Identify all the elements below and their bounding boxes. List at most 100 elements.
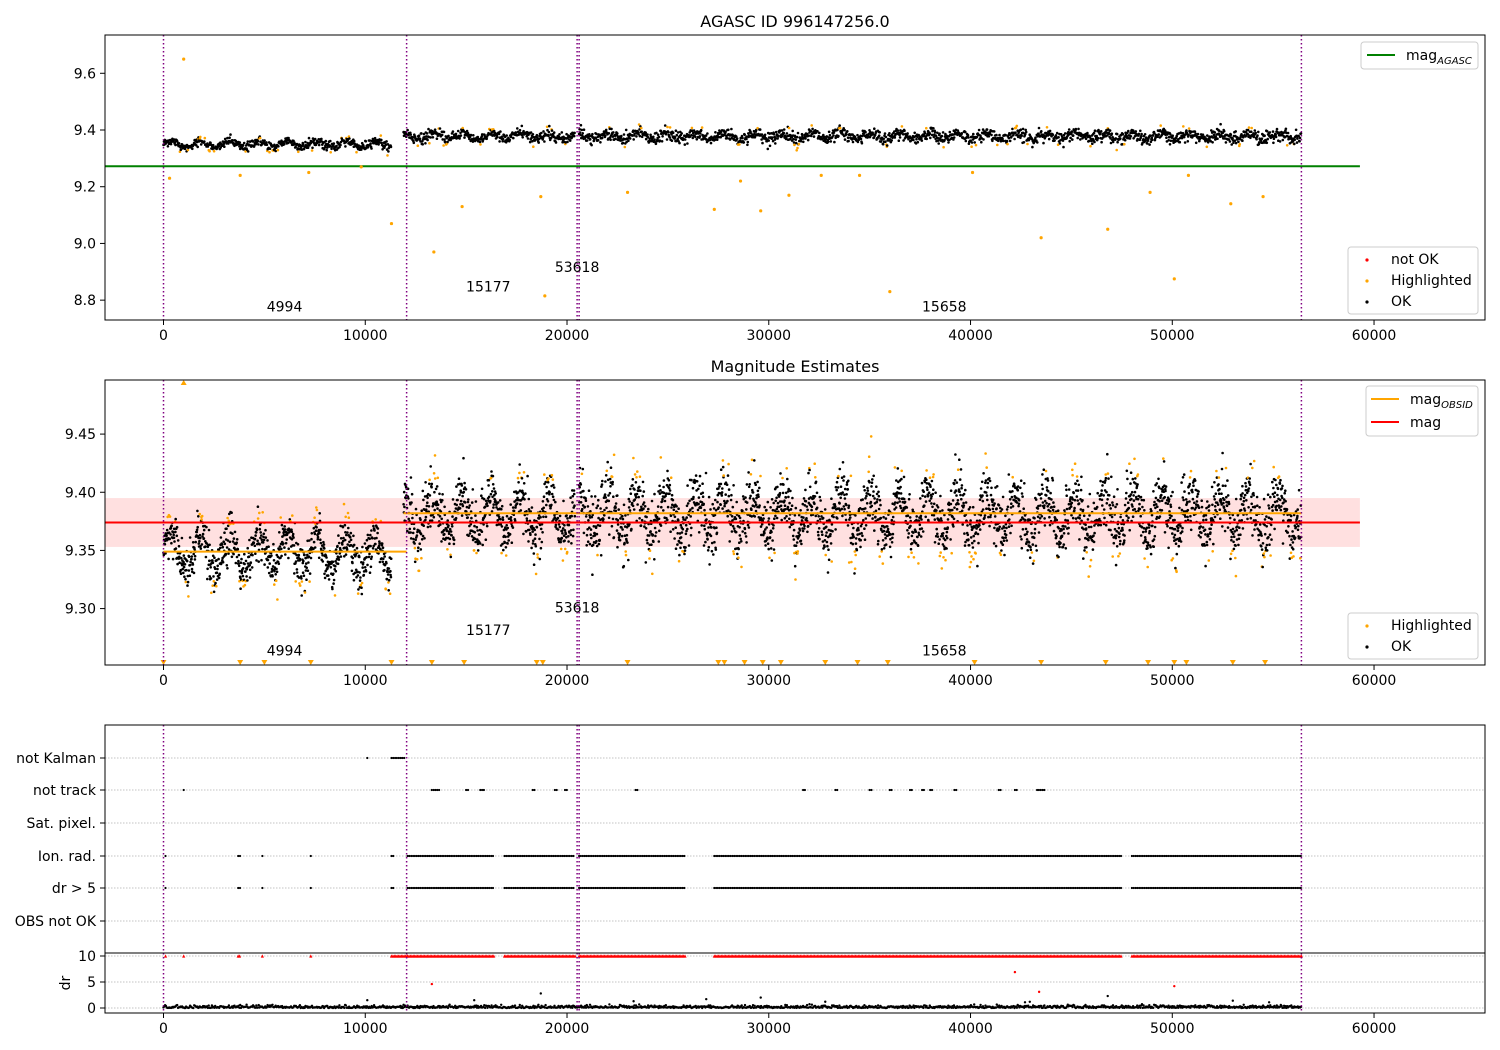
data-point: [571, 501, 574, 504]
data-point: [595, 132, 598, 136]
data-point: [364, 570, 368, 573]
data-point: [674, 129, 678, 132]
data-point: [343, 523, 347, 527]
data-point: [571, 494, 575, 498]
data-point: [883, 132, 887, 135]
data-point: [810, 124, 813, 127]
data-point: [361, 545, 364, 549]
data-point: [501, 137, 505, 141]
data-point: [1187, 133, 1190, 137]
data-point: [724, 493, 727, 496]
data-point: [1114, 137, 1118, 140]
data-point: [1022, 141, 1026, 144]
data-point: [548, 124, 551, 128]
data-point: [248, 538, 251, 542]
data-point: [295, 142, 299, 146]
data-point: [747, 526, 751, 529]
data-point: [796, 146, 799, 150]
data-point: [580, 495, 583, 499]
data-point: [221, 560, 225, 564]
data-point: [565, 514, 568, 517]
data-point: [360, 592, 364, 596]
data-point: [297, 150, 300, 154]
data-point: [296, 543, 300, 546]
data-point: [226, 516, 229, 520]
data-point: [572, 492, 576, 496]
data-point: [750, 458, 754, 462]
data-point: [280, 554, 283, 558]
data-point: [834, 485, 838, 489]
data-point: [174, 547, 178, 550]
data-point: [612, 495, 615, 499]
data-point: [890, 139, 893, 142]
data-point: [603, 493, 607, 496]
data-point: [278, 531, 281, 534]
data-point: [524, 492, 527, 495]
data-point: [452, 542, 456, 546]
data-point: [1115, 132, 1119, 136]
data-point: [738, 143, 741, 146]
data-point: [829, 542, 833, 545]
data-point: [704, 471, 708, 475]
data-point: [1123, 138, 1127, 142]
data-point: [671, 498, 675, 502]
data-point: [501, 139, 505, 143]
data-point: [229, 133, 232, 136]
data-point: [1076, 136, 1079, 140]
data-point: [621, 141, 625, 145]
data-point: [928, 132, 932, 136]
data-point: [528, 528, 531, 532]
data-point: [788, 501, 791, 505]
data-point: [683, 549, 687, 552]
data-point: [194, 540, 197, 544]
data-point: [683, 143, 687, 146]
data-point: [183, 575, 186, 578]
data-point: [827, 558, 831, 562]
data-point: [675, 133, 679, 137]
data-point: [824, 534, 828, 537]
data-point: [834, 505, 837, 509]
data-point: [448, 537, 452, 541]
data-point: [257, 560, 261, 563]
data-point: [380, 141, 384, 145]
data-point: [191, 541, 195, 544]
data-point: [409, 537, 413, 540]
data-point: [736, 552, 739, 556]
data-point: [584, 499, 588, 503]
obsid-label: 15658: [922, 299, 967, 315]
data-point: [683, 138, 687, 141]
data-point: [302, 559, 305, 563]
data-point: [745, 483, 749, 486]
data-point: [463, 481, 466, 485]
data-point: [753, 459, 756, 462]
data-point: [274, 149, 278, 153]
data-point: [323, 547, 326, 550]
data-point: [533, 528, 536, 532]
data-point: [648, 549, 652, 552]
data-point: [308, 539, 311, 542]
data-point: [431, 136, 435, 139]
data-point: [748, 483, 751, 486]
x-tick-label: 60000: [1352, 328, 1397, 344]
data-point: [463, 501, 467, 504]
data-point: [974, 143, 978, 147]
data-point: [825, 525, 828, 529]
data-point: [617, 536, 621, 539]
data-point: [461, 494, 464, 498]
data-point: [456, 498, 459, 502]
data-point: [801, 529, 805, 533]
data-point: [381, 546, 385, 549]
data-point: [769, 547, 773, 550]
data-point: [507, 539, 511, 542]
data-point: [670, 139, 674, 142]
data-point: [796, 131, 800, 135]
data-point: [678, 141, 681, 145]
data-point: [336, 562, 340, 566]
data-point: [645, 515, 648, 519]
data-point: [312, 540, 316, 544]
data-point: [451, 498, 455, 501]
data-point: [518, 471, 521, 475]
data-point: [815, 506, 819, 510]
data-point: [1013, 137, 1016, 141]
data-point: [500, 525, 504, 528]
